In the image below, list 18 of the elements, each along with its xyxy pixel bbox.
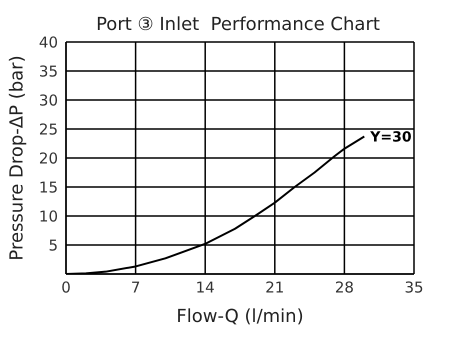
y-axis-title: Pressure Drop-ΔP (bar) [6,55,28,261]
x-tick-label: 14 [196,278,215,297]
y-tick-label: 15 [38,178,58,196]
x-tick-label: 35 [404,278,424,297]
chart-title: Port ③ Inlet Performance Chart [95,14,381,35]
series-label: Y=30 [369,130,412,146]
y-tick-label: 10 [38,207,58,226]
x-tick-label: 0 [61,278,71,297]
y-tick-label: 35 [38,62,58,80]
y-tick-label: 5 [48,236,58,254]
x-axis-title: Flow-Q (l/min) [176,306,304,327]
y-tick-label: 40 [38,33,58,52]
y-tick-label: 20 [38,149,58,168]
x-tick-label: 7 [130,278,140,297]
x-tick-label: 21 [265,278,284,297]
x-tick-label: 28 [334,278,354,297]
y-tick-label: 25 [38,120,58,138]
y-tick-label: 30 [38,91,58,110]
